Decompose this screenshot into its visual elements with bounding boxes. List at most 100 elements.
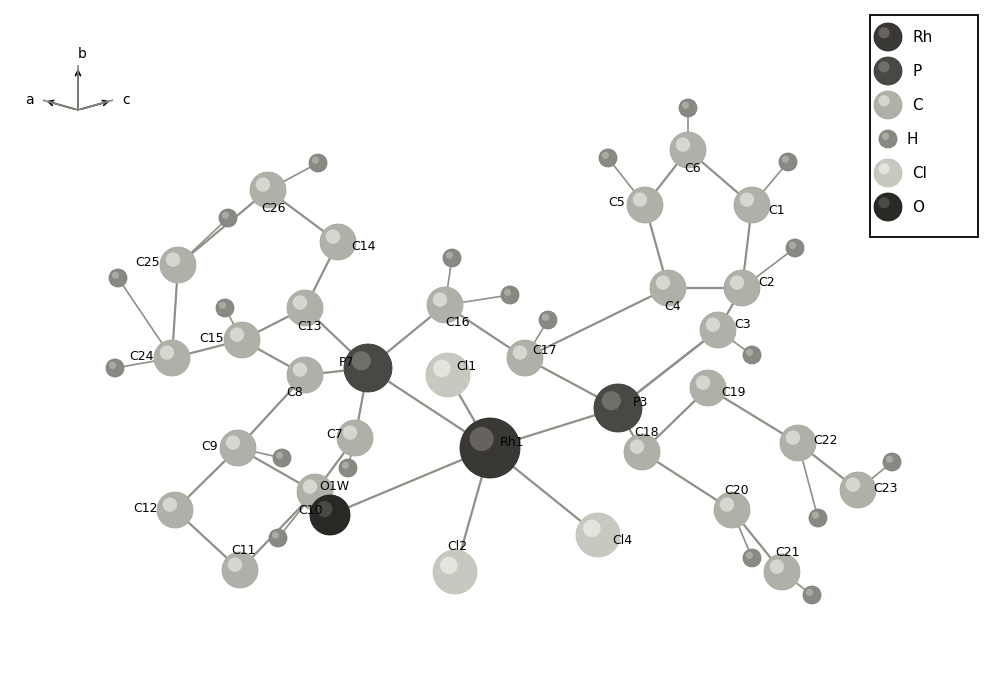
Circle shape: [433, 550, 477, 594]
Circle shape: [602, 152, 609, 159]
Circle shape: [744, 348, 760, 363]
Circle shape: [816, 516, 820, 519]
Circle shape: [342, 462, 354, 474]
Circle shape: [891, 461, 894, 464]
Circle shape: [627, 187, 663, 223]
Circle shape: [874, 193, 902, 221]
Text: P: P: [912, 63, 921, 79]
Circle shape: [439, 299, 451, 311]
Circle shape: [662, 282, 674, 294]
Circle shape: [109, 361, 116, 369]
Circle shape: [594, 384, 642, 432]
Circle shape: [259, 181, 277, 199]
Text: C20: C20: [725, 484, 749, 496]
Circle shape: [700, 312, 736, 348]
Circle shape: [780, 425, 816, 461]
Circle shape: [812, 512, 819, 519]
Circle shape: [236, 334, 248, 346]
Circle shape: [740, 193, 764, 217]
Circle shape: [852, 484, 864, 496]
Circle shape: [112, 365, 118, 371]
Circle shape: [886, 456, 898, 468]
Circle shape: [883, 33, 893, 42]
Circle shape: [812, 512, 824, 524]
Text: C8: C8: [287, 386, 303, 400]
Circle shape: [878, 95, 890, 106]
Circle shape: [792, 437, 804, 449]
Circle shape: [665, 285, 671, 291]
Circle shape: [874, 23, 902, 51]
Circle shape: [743, 196, 761, 214]
Circle shape: [782, 156, 794, 168]
Circle shape: [326, 229, 340, 244]
Circle shape: [736, 282, 748, 294]
Circle shape: [340, 423, 370, 453]
Circle shape: [306, 483, 324, 501]
Circle shape: [433, 360, 463, 390]
Circle shape: [882, 133, 889, 140]
Circle shape: [733, 279, 751, 297]
Circle shape: [296, 299, 314, 317]
Circle shape: [114, 274, 122, 282]
Circle shape: [280, 457, 284, 459]
Circle shape: [513, 345, 527, 360]
Circle shape: [881, 64, 895, 78]
Circle shape: [309, 486, 321, 498]
Circle shape: [314, 158, 322, 167]
Circle shape: [878, 197, 890, 208]
Text: C7: C7: [327, 427, 343, 441]
Text: C17: C17: [533, 343, 557, 357]
Circle shape: [446, 252, 458, 264]
Circle shape: [253, 175, 283, 205]
Circle shape: [225, 555, 255, 585]
Circle shape: [636, 446, 648, 458]
Circle shape: [786, 161, 790, 163]
Circle shape: [154, 340, 190, 376]
Circle shape: [682, 144, 694, 156]
Circle shape: [344, 344, 392, 392]
Circle shape: [501, 286, 519, 304]
Text: C24: C24: [130, 350, 154, 363]
Circle shape: [750, 354, 754, 357]
Circle shape: [297, 474, 333, 510]
Circle shape: [653, 273, 683, 303]
Circle shape: [110, 363, 120, 373]
Circle shape: [513, 346, 537, 370]
Circle shape: [879, 28, 897, 47]
Circle shape: [576, 513, 620, 557]
Circle shape: [166, 253, 190, 277]
Circle shape: [700, 312, 736, 348]
Circle shape: [449, 255, 455, 261]
Circle shape: [169, 256, 187, 274]
Circle shape: [163, 349, 181, 367]
Circle shape: [639, 449, 645, 455]
Text: Cl2: Cl2: [447, 539, 467, 553]
Circle shape: [157, 343, 187, 373]
Circle shape: [539, 311, 557, 329]
Circle shape: [504, 288, 511, 296]
Circle shape: [519, 352, 531, 364]
Circle shape: [433, 293, 447, 306]
Circle shape: [849, 481, 867, 499]
Circle shape: [627, 187, 663, 223]
Circle shape: [276, 452, 288, 464]
Circle shape: [886, 69, 890, 74]
Circle shape: [274, 450, 290, 466]
Circle shape: [598, 388, 638, 428]
Circle shape: [310, 495, 350, 535]
Circle shape: [764, 554, 800, 590]
Circle shape: [114, 366, 116, 370]
Circle shape: [789, 242, 796, 249]
Circle shape: [682, 101, 689, 109]
Circle shape: [222, 552, 258, 588]
Circle shape: [879, 130, 897, 148]
Circle shape: [792, 245, 798, 251]
Circle shape: [633, 193, 657, 217]
Circle shape: [717, 495, 747, 525]
Text: Cl1: Cl1: [456, 361, 476, 373]
Circle shape: [223, 433, 253, 463]
Text: C22: C22: [814, 434, 838, 448]
Circle shape: [522, 355, 528, 361]
Circle shape: [656, 276, 680, 300]
Circle shape: [591, 528, 605, 542]
